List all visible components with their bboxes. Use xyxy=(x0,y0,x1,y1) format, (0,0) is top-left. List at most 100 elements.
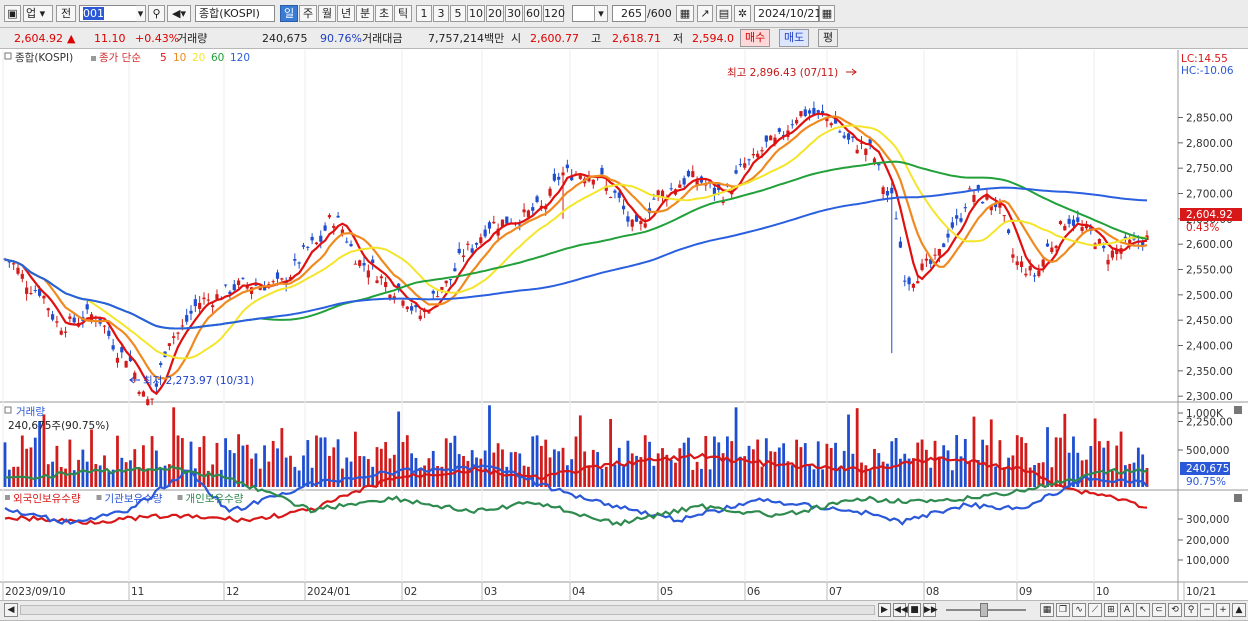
holding-panel-close-icon[interactable] xyxy=(1234,494,1242,502)
play-icon[interactable]: ▶ xyxy=(878,603,891,617)
expand-icon[interactable]: ▲ xyxy=(1232,603,1246,617)
volume-bar xyxy=(959,456,963,487)
minute-tab-20[interactable]: 20 xyxy=(486,5,504,22)
candle-body xyxy=(150,398,154,400)
candle-body xyxy=(301,245,306,247)
volume-panel-close-icon[interactable] xyxy=(1234,406,1242,414)
buy-button[interactable]: 매수 xyxy=(740,29,771,47)
minute-tab-5[interactable]: 5 xyxy=(450,5,466,22)
market-select[interactable]: 업 ▾ xyxy=(23,5,53,22)
volume-bar xyxy=(159,468,163,487)
prev-button[interactable]: 전 xyxy=(56,5,76,22)
cursor-icon[interactable]: ↖ xyxy=(1136,603,1150,617)
candle-body xyxy=(193,299,197,307)
chart-area[interactable]: 2,850.002,800.002,750.002,700.002,650.00… xyxy=(0,50,1248,600)
high-arrow-icon xyxy=(846,68,857,76)
ma-line-10 xyxy=(4,115,1148,380)
volume-bar xyxy=(548,457,552,487)
count-input[interactable]: 265 xyxy=(612,5,646,22)
period-tab-0[interactable]: 일 xyxy=(280,5,298,22)
sell-button[interactable]: 매도 xyxy=(779,29,810,47)
period-tab-2[interactable]: 월 xyxy=(318,5,336,22)
code-input[interactable]: 001 xyxy=(79,5,137,22)
volume-bar xyxy=(1020,437,1023,487)
speaker-icon[interactable]: ◀▾ xyxy=(167,5,191,22)
minute-tab-120[interactable]: 120 xyxy=(543,5,565,22)
calendar-icon[interactable]: ▦ xyxy=(819,5,835,22)
volume-bar xyxy=(609,419,613,487)
volume-bar xyxy=(1011,455,1015,487)
candle-body xyxy=(1002,215,1006,217)
zoom-slider-handle[interactable] xyxy=(980,603,988,617)
scroll-left-icon[interactable]: ◀ xyxy=(4,603,18,617)
minute-tab-60[interactable]: 60 xyxy=(524,5,542,22)
save-icon[interactable]: ▤ xyxy=(716,5,732,22)
volume-bar xyxy=(968,461,972,487)
line-icon[interactable]: ⟋ xyxy=(1088,603,1102,617)
candle-body xyxy=(825,117,829,122)
candle-body xyxy=(479,237,483,244)
candle-body xyxy=(920,263,924,270)
search-icon[interactable]: ⚲ xyxy=(148,5,165,22)
candle-body xyxy=(604,185,608,191)
candle-body xyxy=(137,391,141,394)
candle-body xyxy=(358,260,362,266)
candle-body xyxy=(855,149,859,154)
volume-bar xyxy=(245,444,249,487)
volume-bar xyxy=(786,461,790,487)
y-tick-label: 2,550.00 xyxy=(1186,265,1233,277)
stop-icon[interactable]: ■ xyxy=(908,603,921,617)
candle-body xyxy=(332,225,336,228)
minute-tab-30[interactable]: 30 xyxy=(505,5,523,22)
period-tab-3[interactable]: 년 xyxy=(337,5,355,22)
window-menu-icon[interactable]: ▣ xyxy=(4,5,21,22)
layout-icon[interactable]: ▦ xyxy=(1040,603,1054,617)
scroll-track[interactable] xyxy=(20,605,875,615)
candle-body xyxy=(959,218,963,222)
code-dropdown-icon[interactable]: ▾ xyxy=(136,5,146,22)
candle-body xyxy=(751,153,755,156)
volume-value: 240,675 xyxy=(262,32,308,45)
minute-tab-3[interactable]: 3 xyxy=(433,5,449,22)
grid-icon[interactable]: ▦ xyxy=(676,5,694,22)
period-tab-6[interactable]: 틱 xyxy=(394,5,412,22)
search-chart-icon[interactable]: ⚲ xyxy=(1184,603,1198,617)
forward-icon[interactable]: ▶▶ xyxy=(923,603,938,617)
zoom-in-icon[interactable]: + xyxy=(1216,603,1230,617)
minute-tab-1[interactable]: 1 xyxy=(416,5,432,22)
minute-tab-10[interactable]: 10 xyxy=(467,5,485,22)
zoom-out-icon[interactable]: − xyxy=(1200,603,1214,617)
candle-body xyxy=(215,294,219,300)
average-button[interactable]: 평 xyxy=(818,29,839,47)
period-tab-5[interactable]: 초 xyxy=(375,5,393,22)
volume-panel-icon[interactable] xyxy=(4,406,12,414)
candle-body xyxy=(890,187,894,194)
panel-collapse-icon[interactable] xyxy=(4,52,12,60)
volume-bar xyxy=(1110,470,1114,487)
volume-bar xyxy=(639,457,643,487)
date-input[interactable]: 2024/10/21 xyxy=(754,5,821,22)
period-tab-1[interactable]: 주 xyxy=(299,5,317,22)
tool-icon[interactable]: ⊞ xyxy=(1104,603,1118,617)
cycle-dropdown-icon[interactable]: ▾ xyxy=(594,5,608,22)
history-icon[interactable]: ⟲ xyxy=(1168,603,1182,617)
indicator-icon[interactable]: ∿ xyxy=(1072,603,1086,617)
candle-body xyxy=(652,198,656,200)
candle-body xyxy=(345,241,349,243)
y-tick-label: 2,750.00 xyxy=(1186,163,1233,175)
hc-value: HC:-10.06 xyxy=(1181,65,1234,77)
y-tick-label: 2,800.00 xyxy=(1186,138,1233,150)
copy-icon[interactable]: ❐ xyxy=(1056,603,1070,617)
candle-body xyxy=(405,306,409,310)
period-tab-4[interactable]: 분 xyxy=(356,5,374,22)
rewind-icon[interactable]: ◀◀ xyxy=(893,603,908,617)
candle-body xyxy=(384,281,388,288)
magnet-icon[interactable]: ⊂ xyxy=(1152,603,1166,617)
gear-icon[interactable]: ✲ xyxy=(734,5,751,22)
volume-bar xyxy=(289,455,292,487)
draw-icon[interactable]: ↗ xyxy=(697,5,713,22)
volume-bar xyxy=(531,436,535,487)
lc-value: LC:14.55 xyxy=(1181,53,1228,65)
text-icon[interactable]: A xyxy=(1120,603,1134,617)
